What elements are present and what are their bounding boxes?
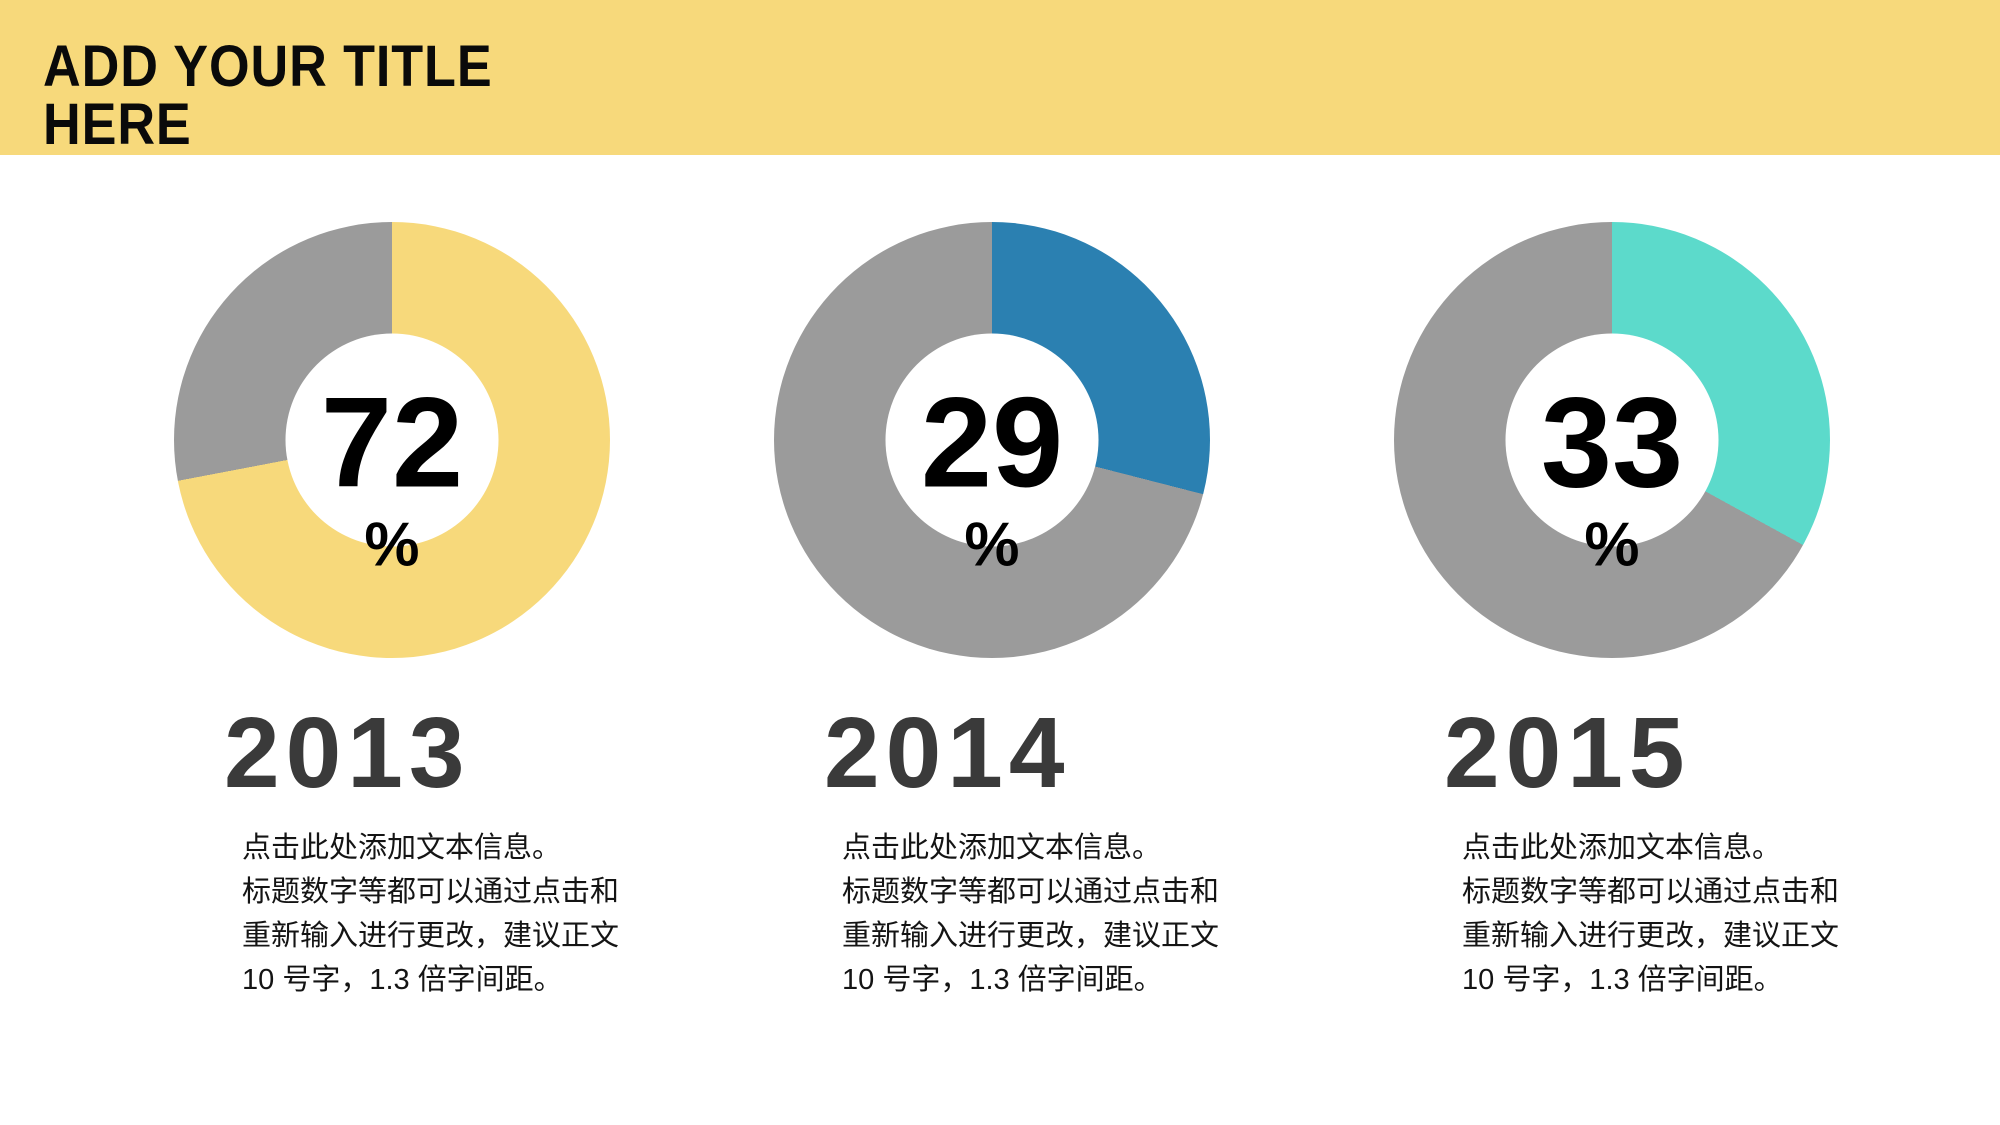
percent-value: 72: [320, 371, 464, 514]
percent-value: 33: [1540, 371, 1684, 514]
donut-hole: 72 %: [285, 333, 499, 576]
percent-sign: %: [1584, 510, 1640, 579]
slide-title[interactable]: ADD YOUR TITLE HERE: [43, 34, 493, 157]
year-label[interactable]: 2013: [224, 697, 471, 809]
percent-sign: %: [964, 510, 1020, 579]
donut-hole: 29 %: [885, 333, 1099, 576]
placeholder-text[interactable]: 点击此处添加文本信息。 标题数字等都可以通过点击和 重新输入进行更改，建议正文 …: [842, 832, 1220, 996]
percent-sign: %: [364, 510, 420, 579]
year-label[interactable]: 2014: [824, 697, 1071, 809]
header-band: ADD YOUR TITLE HERE: [0, 0, 2000, 155]
donut-hole: 33 %: [1505, 333, 1719, 576]
percent-value: 29: [920, 371, 1064, 514]
donut-chart-2013[interactable]: 72 %: [174, 222, 610, 658]
stat-column-2015: 33 % 2015 点击此处添加文本信息。 标题数字等都可以通过点击和 重新输入…: [1394, 222, 1839, 1022]
placeholder-text[interactable]: 点击此处添加文本信息。 标题数字等都可以通过点击和 重新输入进行更改，建议正文 …: [1462, 832, 1840, 996]
donut-chart-2015[interactable]: 33 %: [1394, 222, 1830, 658]
stat-column-2014: 29 % 2014 点击此处添加文本信息。 标题数字等都可以通过点击和 重新输入…: [774, 222, 1219, 1022]
stat-column-2013: 72 % 2013 点击此处添加文本信息。 标题数字等都可以通过点击和 重新输入…: [174, 222, 619, 1022]
year-label[interactable]: 2015: [1444, 697, 1691, 809]
donut-chart-2014[interactable]: 29 %: [774, 222, 1210, 658]
placeholder-text[interactable]: 点击此处添加文本信息。 标题数字等都可以通过点击和 重新输入进行更改，建议正文 …: [242, 832, 620, 996]
